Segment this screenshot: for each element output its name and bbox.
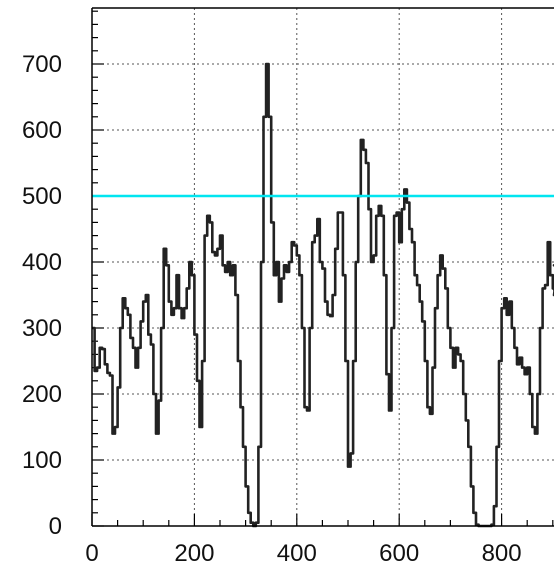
x-tick-labels: 0 200 400 600 800 [85,540,521,567]
y-tick-label: 700 [22,51,62,78]
y-tick-label: 400 [22,249,62,276]
x-tick-label: 200 [174,540,214,567]
y-tick-label: 100 [22,447,62,474]
x-tick-label: 400 [277,540,317,567]
y-tick-label: 0 [49,513,62,540]
y-tick-label: 500 [22,183,62,210]
y-tick-label: 200 [22,381,62,408]
y-tick-labels: 0 100 200 300 400 500 600 700 [22,51,62,540]
y-tick-label: 600 [22,117,62,144]
y-tick-label: 300 [22,315,62,342]
x-tick-label: 600 [379,540,419,567]
x-tick-label: 800 [482,540,522,567]
x-tick-label: 0 [85,540,98,567]
